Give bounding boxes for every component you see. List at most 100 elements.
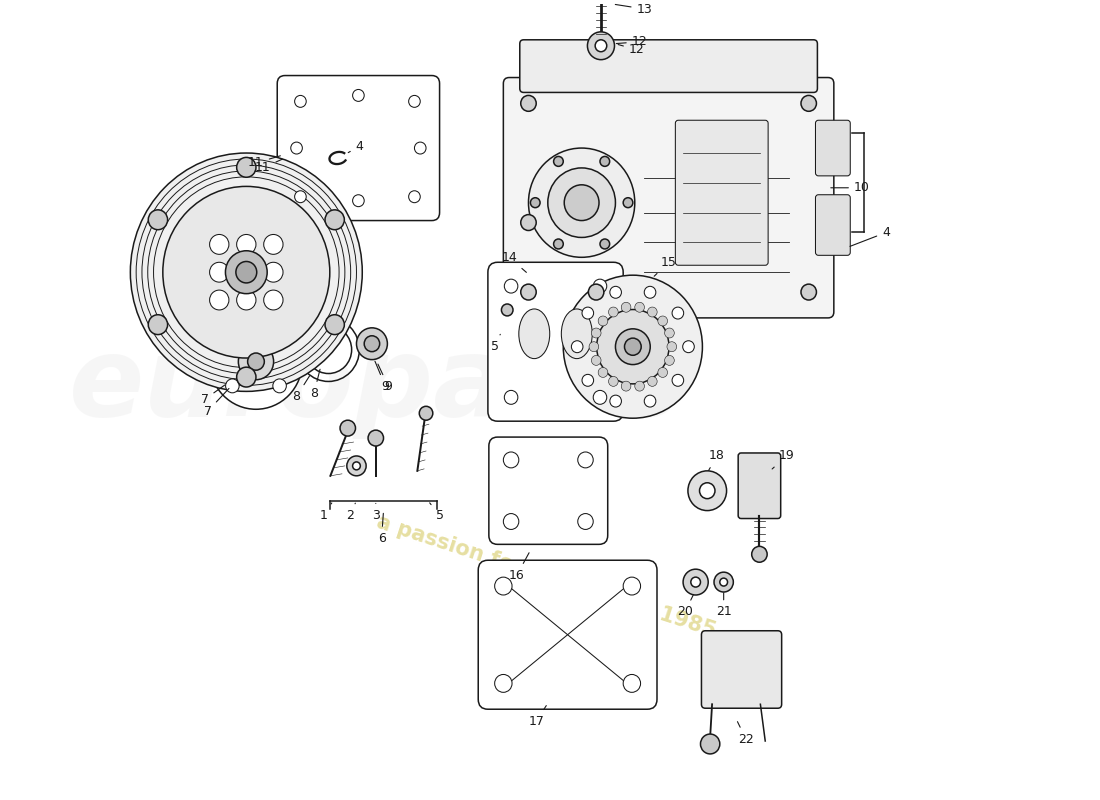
Circle shape	[598, 367, 608, 378]
FancyBboxPatch shape	[520, 40, 817, 93]
Circle shape	[615, 329, 650, 365]
Circle shape	[210, 314, 302, 410]
Text: 12: 12	[616, 35, 648, 48]
Circle shape	[553, 239, 563, 249]
Text: 13: 13	[615, 2, 652, 15]
Text: 4: 4	[850, 226, 890, 246]
Text: europarts: europarts	[68, 332, 683, 439]
Circle shape	[801, 95, 816, 111]
FancyBboxPatch shape	[675, 120, 768, 266]
Circle shape	[306, 326, 352, 374]
Circle shape	[419, 406, 432, 420]
Circle shape	[624, 577, 640, 595]
Circle shape	[346, 456, 366, 476]
Text: 8: 8	[293, 376, 309, 403]
Text: 7: 7	[204, 389, 229, 418]
Circle shape	[688, 471, 727, 510]
Circle shape	[664, 328, 674, 338]
Circle shape	[239, 343, 274, 380]
Circle shape	[683, 569, 708, 595]
Circle shape	[290, 142, 303, 154]
Text: 11: 11	[249, 156, 280, 170]
Circle shape	[148, 314, 167, 334]
Circle shape	[658, 316, 668, 326]
Circle shape	[598, 316, 608, 326]
Circle shape	[648, 307, 657, 317]
Circle shape	[264, 290, 283, 310]
FancyBboxPatch shape	[504, 78, 834, 318]
Circle shape	[340, 420, 355, 436]
FancyBboxPatch shape	[702, 630, 782, 708]
Circle shape	[645, 395, 656, 407]
Circle shape	[495, 674, 513, 692]
Circle shape	[592, 355, 601, 366]
Circle shape	[236, 290, 256, 310]
Text: 4: 4	[349, 139, 363, 153]
Circle shape	[210, 290, 229, 310]
Circle shape	[530, 198, 540, 208]
Circle shape	[364, 336, 380, 352]
Text: 22: 22	[737, 722, 754, 746]
Circle shape	[409, 95, 420, 107]
Circle shape	[588, 342, 598, 352]
Circle shape	[504, 390, 518, 404]
Circle shape	[645, 286, 656, 298]
Text: 2: 2	[345, 503, 355, 522]
Ellipse shape	[519, 309, 550, 358]
Circle shape	[667, 342, 676, 352]
Circle shape	[356, 328, 387, 360]
Text: 19: 19	[772, 450, 794, 469]
Circle shape	[226, 250, 267, 294]
Circle shape	[672, 374, 684, 386]
Circle shape	[520, 214, 536, 230]
Circle shape	[248, 353, 264, 370]
Circle shape	[548, 168, 615, 238]
Circle shape	[236, 234, 256, 254]
Circle shape	[664, 355, 674, 366]
FancyBboxPatch shape	[738, 453, 781, 518]
Circle shape	[658, 367, 668, 378]
Text: 10: 10	[830, 182, 870, 194]
Text: 6: 6	[377, 514, 385, 545]
Circle shape	[148, 210, 167, 230]
Text: 8: 8	[310, 370, 320, 400]
Circle shape	[295, 190, 306, 202]
Circle shape	[621, 302, 631, 312]
Circle shape	[582, 307, 594, 319]
Circle shape	[587, 32, 615, 60]
Circle shape	[553, 157, 563, 166]
Circle shape	[683, 341, 694, 353]
Circle shape	[582, 374, 594, 386]
Circle shape	[621, 381, 631, 391]
Circle shape	[600, 239, 609, 249]
Text: 12: 12	[618, 43, 645, 56]
Circle shape	[578, 514, 593, 530]
Circle shape	[226, 330, 239, 344]
Circle shape	[235, 262, 256, 283]
Circle shape	[801, 284, 816, 300]
FancyBboxPatch shape	[277, 75, 440, 221]
Circle shape	[528, 148, 635, 258]
Circle shape	[273, 330, 286, 344]
Circle shape	[700, 482, 715, 498]
Circle shape	[264, 234, 283, 254]
Text: 20: 20	[678, 594, 693, 618]
Text: 9: 9	[375, 361, 389, 393]
Circle shape	[226, 379, 239, 393]
FancyBboxPatch shape	[488, 437, 607, 544]
Circle shape	[608, 377, 618, 386]
Circle shape	[210, 262, 229, 282]
FancyBboxPatch shape	[591, 0, 612, 3]
FancyBboxPatch shape	[488, 262, 624, 421]
Circle shape	[415, 142, 426, 154]
Circle shape	[592, 328, 601, 338]
Circle shape	[588, 284, 604, 300]
Text: 1: 1	[320, 503, 332, 522]
Circle shape	[504, 514, 519, 530]
Circle shape	[609, 286, 622, 298]
Circle shape	[564, 185, 600, 221]
Circle shape	[609, 395, 622, 407]
Text: 7: 7	[201, 385, 224, 406]
Circle shape	[593, 390, 607, 404]
Circle shape	[520, 95, 536, 111]
